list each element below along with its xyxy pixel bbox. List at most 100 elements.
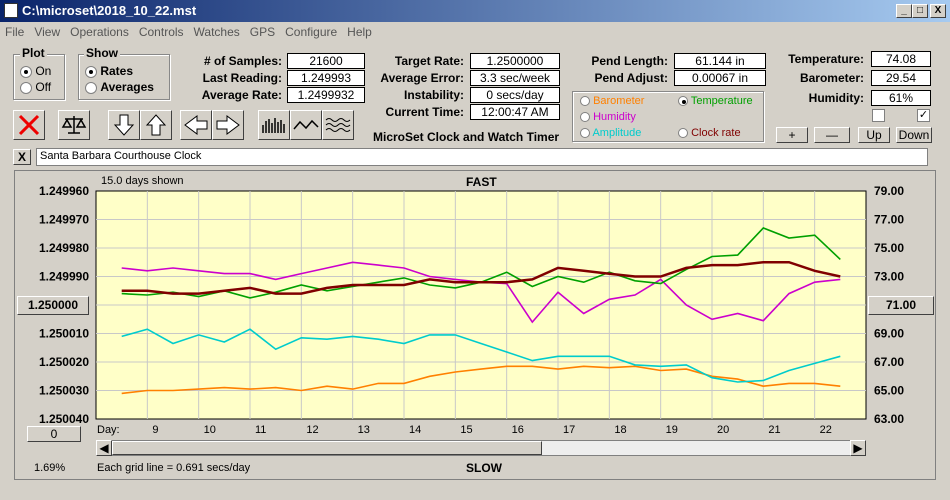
humidity-label: Humidity: bbox=[808, 91, 864, 105]
last-reading-value: 1.249993 bbox=[287, 70, 365, 86]
right-tick-label: 63.00 bbox=[874, 412, 904, 426]
x-tick-label: 20 bbox=[717, 424, 729, 436]
humidity-radio[interactable]: Humidity bbox=[580, 111, 636, 123]
menu-watches[interactable]: Watches bbox=[193, 25, 240, 39]
checkbox-2[interactable]: ✓ bbox=[917, 109, 930, 122]
barometer-radio-label: Barometer bbox=[593, 95, 645, 107]
temperature-radio[interactable]: Temperature bbox=[678, 95, 753, 107]
series-line bbox=[121, 365, 841, 395]
title-bar bbox=[0, 0, 950, 22]
left-tick-label: 1.250020 bbox=[39, 355, 89, 369]
histogram-button[interactable] bbox=[258, 110, 290, 140]
average-error-label: Average Error: bbox=[380, 71, 464, 85]
x-tick-label: 18 bbox=[614, 424, 626, 436]
menu-view[interactable]: View bbox=[34, 25, 61, 39]
left-scroll-value[interactable]: 0 bbox=[27, 426, 81, 442]
clock-close-button[interactable]: X bbox=[13, 149, 31, 165]
humidity-value: 61% bbox=[871, 90, 931, 106]
series-line bbox=[121, 328, 841, 383]
series-line bbox=[121, 260, 841, 295]
arrow-up-icon bbox=[145, 114, 167, 136]
left-arrow-button[interactable] bbox=[180, 110, 212, 140]
show-averages-radio[interactable]: Averages bbox=[85, 80, 154, 94]
menu-operations[interactable]: Operations bbox=[70, 25, 129, 39]
amplitude-radio[interactable]: Amplitude bbox=[580, 127, 641, 139]
menu-bar: File View Operations Controls Watches GPS Conf… bbox=[0, 22, 950, 42]
balance-button[interactable] bbox=[58, 110, 90, 140]
left-tick-label: 1.250010 bbox=[39, 327, 89, 341]
show-rates-label: Rates bbox=[100, 64, 134, 78]
checkbox-1[interactable] bbox=[872, 109, 885, 122]
right-arrow-button[interactable] bbox=[212, 110, 244, 140]
plot-off-radio[interactable]: Off bbox=[20, 80, 51, 94]
barometer-value: 29.54 bbox=[871, 70, 931, 86]
left-tick-label: 1.249990 bbox=[39, 270, 89, 284]
temperature-value: 74.08 bbox=[871, 51, 931, 67]
right-axis-center[interactable]: 71.00 bbox=[868, 296, 934, 315]
right-tick-label: 73.00 bbox=[874, 270, 904, 284]
x-tick-label: 19 bbox=[666, 424, 678, 436]
minus-button[interactable]: — bbox=[814, 127, 850, 143]
last-reading-label: Last Reading: bbox=[202, 71, 282, 85]
menu-gps[interactable]: GPS bbox=[249, 25, 276, 39]
clock-name-field[interactable]: Santa Barbara Courthouse Clock bbox=[36, 148, 928, 166]
maximize-button[interactable]: □ bbox=[912, 4, 928, 18]
right-tick-label: 67.00 bbox=[874, 355, 904, 369]
barometer-radio[interactable]: Barometer bbox=[580, 95, 644, 107]
barometer-label: Barometer: bbox=[799, 71, 864, 85]
temperature-radio-label: Temperature bbox=[690, 95, 753, 107]
radio-dot bbox=[580, 128, 590, 139]
menu-configure[interactable]: Configure bbox=[285, 25, 338, 39]
minimize-button[interactable]: _ bbox=[896, 4, 912, 18]
pend-adjust-value: 0.00067 in bbox=[674, 70, 766, 86]
down-arrow-button[interactable] bbox=[108, 110, 140, 140]
close-button[interactable]: X bbox=[930, 4, 946, 18]
clock-rate-radio-label: Clock rate bbox=[691, 127, 741, 139]
current-time-value: 12:00:47 AM bbox=[470, 104, 560, 120]
show-group bbox=[78, 54, 170, 100]
left-tick-label: 1.250040 bbox=[39, 412, 89, 426]
plus-button[interactable]: + bbox=[776, 127, 808, 143]
up-arrow-button[interactable] bbox=[140, 110, 172, 140]
arrow-right-icon bbox=[216, 115, 240, 135]
right-tick-label: 75.00 bbox=[874, 241, 904, 255]
temperature-label: Temperature: bbox=[788, 52, 864, 66]
pend-length-value: 61.144 in bbox=[674, 53, 766, 69]
app-label: MicroSet Clock and Watch Timer bbox=[373, 130, 560, 144]
plot-off-label: Off bbox=[35, 80, 52, 94]
menu-controls[interactable]: Controls bbox=[138, 25, 184, 39]
wave-button[interactable] bbox=[290, 110, 322, 140]
x-tick-label: 10 bbox=[204, 424, 216, 436]
red-x-icon bbox=[18, 114, 40, 136]
radio-dot bbox=[678, 128, 688, 139]
grid-note: Each grid line = 0.691 secs/day bbox=[97, 462, 251, 474]
plot-select-group bbox=[572, 91, 764, 142]
show-rates-radio[interactable]: Rates bbox=[85, 64, 133, 78]
up-button[interactable]: Up bbox=[858, 127, 890, 143]
window-title: C:\microset\2018_10_22.mst bbox=[22, 3, 197, 18]
left-tick-label: 1.250030 bbox=[39, 384, 89, 398]
plot-on-radio[interactable]: On bbox=[20, 64, 51, 78]
stop-button[interactable] bbox=[13, 110, 45, 140]
scroll-right-button[interactable]: ▶ bbox=[850, 440, 866, 456]
amplitude-radio-label: Amplitude bbox=[592, 127, 642, 139]
multi-wave-button[interactable] bbox=[322, 110, 354, 140]
x-tick-label: 11 bbox=[255, 424, 266, 436]
menu-help[interactable]: Help bbox=[347, 25, 372, 39]
right-tick-label: 77.00 bbox=[874, 213, 904, 227]
radio-dot bbox=[20, 81, 32, 94]
right-tick-label: 65.00 bbox=[874, 384, 904, 398]
x-tick-label: 13 bbox=[358, 424, 370, 436]
app-icon bbox=[4, 3, 18, 18]
instability-value: 0 secs/day bbox=[470, 87, 560, 103]
menu-file[interactable]: File bbox=[5, 25, 25, 39]
left-axis-center[interactable]: 1.250000 bbox=[17, 296, 89, 315]
down-button[interactable]: Down bbox=[896, 127, 932, 143]
scroll-thumb[interactable] bbox=[112, 441, 542, 455]
pend-length-label: Pend Length: bbox=[591, 54, 668, 68]
humidity-radio-label: Humidity bbox=[593, 111, 636, 123]
samples-value: 21600 bbox=[287, 53, 365, 69]
scroll-left-button[interactable]: ◀ bbox=[96, 440, 112, 456]
clock-rate-radio[interactable]: Clock rate bbox=[678, 127, 741, 139]
left-tick-label: 1.249970 bbox=[39, 213, 89, 227]
